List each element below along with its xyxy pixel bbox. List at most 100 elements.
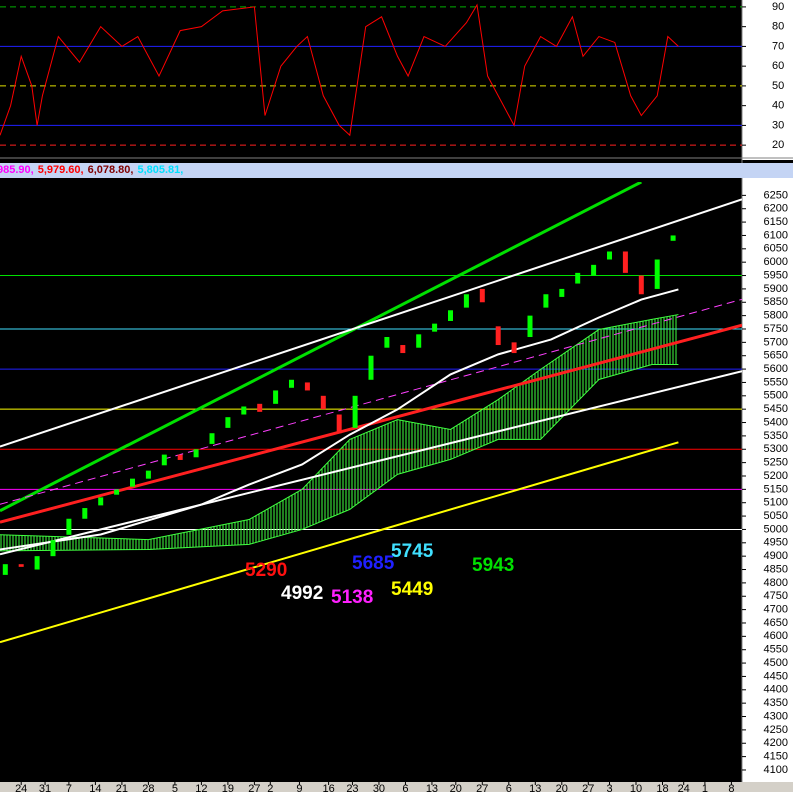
- x-tick-label: 3: [606, 783, 612, 792]
- x-tick-label: 20: [556, 783, 568, 792]
- candle: [66, 518, 72, 535]
- candle: [670, 235, 676, 241]
- y-tick-label: 5450: [764, 403, 788, 415]
- candle: [34, 556, 40, 570]
- y-tick-label: 30: [772, 119, 784, 131]
- candle: [368, 355, 374, 380]
- x-tick-label: 12: [195, 783, 207, 792]
- y-tick-label: 4600: [764, 630, 788, 642]
- candle: [352, 395, 358, 428]
- y-tick-label: 4700: [764, 604, 788, 616]
- candle: [400, 345, 406, 354]
- x-tick-label: 8: [728, 783, 734, 792]
- x-tick-label: 18: [656, 783, 668, 792]
- y-tick-label: 4900: [764, 550, 788, 562]
- y-tick-label: 4400: [764, 684, 788, 696]
- x-tick-label: 1: [702, 783, 708, 792]
- x-tick-label: 24: [15, 783, 27, 792]
- candle: [114, 489, 120, 495]
- candle: [50, 540, 56, 557]
- y-tick-label: 5200: [764, 470, 788, 482]
- y-tick-label: 70: [772, 40, 784, 52]
- trend-line: [0, 441, 679, 644]
- y-tick-label: 5250: [764, 457, 788, 469]
- y-tick-label: 4550: [764, 644, 788, 656]
- y-tick-label: 40: [772, 100, 784, 112]
- x-tick-label: 27: [476, 783, 488, 792]
- y-tick-label: 50: [772, 80, 784, 92]
- x-tick-label: 20: [450, 783, 462, 792]
- x-tick-label: 27: [582, 783, 594, 792]
- x-tick-label: 5: [172, 783, 178, 792]
- cloud-fill: [0, 314, 679, 551]
- candle: [575, 272, 581, 284]
- x-tick-label: 14: [89, 783, 101, 792]
- x-axis-bg: [0, 782, 793, 792]
- candle: [654, 259, 660, 289]
- candle: [304, 382, 310, 391]
- candle: [289, 379, 294, 388]
- y-tick-label: 4950: [764, 537, 788, 549]
- candle: [511, 342, 517, 354]
- price-axis-bg: [742, 178, 793, 782]
- candle: [241, 406, 247, 415]
- y-tick-label: 5000: [764, 523, 788, 535]
- y-tick-label: 5650: [764, 350, 788, 362]
- candle: [384, 337, 390, 348]
- y-tick-label: 4250: [764, 724, 788, 736]
- candle: [257, 403, 263, 412]
- y-tick-label: 4500: [764, 657, 788, 669]
- x-tick-label: 13: [529, 783, 541, 792]
- y-tick-label: 5100: [764, 497, 788, 509]
- candle: [432, 323, 438, 332]
- y-tick-label: 4100: [764, 764, 788, 776]
- candle: [177, 454, 183, 460]
- candle: [416, 334, 422, 348]
- y-tick-label: 4150: [764, 751, 788, 763]
- candle: [18, 564, 24, 567]
- candle: [145, 470, 151, 479]
- header-bar: 985.90, 5,979.60, 6,078.80, 5,805.81,: [0, 163, 793, 178]
- moving-average: [0, 288, 679, 551]
- candle: [209, 433, 215, 444]
- y-tick-label: 6250: [764, 189, 788, 201]
- y-tick-label: 5600: [764, 363, 788, 375]
- y-tick-label: 5750: [764, 323, 788, 335]
- trend-line: [0, 182, 642, 513]
- annotation: 5943: [472, 555, 515, 576]
- candle: [543, 294, 549, 308]
- annotation: 4992: [281, 583, 324, 604]
- candle: [463, 294, 469, 308]
- candle: [82, 508, 88, 519]
- candle: [527, 315, 533, 338]
- candle: [559, 288, 565, 297]
- x-tick-label: 27: [248, 783, 260, 792]
- annotation: 5449: [391, 579, 434, 600]
- candle: [622, 251, 628, 273]
- header-value: 5,979.60,: [37, 164, 84, 176]
- header-value: 5,805.81,: [137, 164, 184, 176]
- candle: [193, 449, 199, 458]
- cloud-span-a: [0, 314, 679, 541]
- header-value: 6,078.80,: [87, 164, 134, 176]
- y-tick-label: 4650: [764, 617, 788, 629]
- candle: [495, 326, 501, 346]
- x-tick-label: 30: [373, 783, 385, 792]
- x-tick-label: 2: [267, 783, 273, 792]
- candle: [225, 417, 231, 428]
- x-tick-label: 10: [630, 783, 642, 792]
- y-tick-label: 4850: [764, 563, 788, 575]
- y-tick-label: 4800: [764, 577, 788, 589]
- candle: [320, 395, 326, 410]
- y-tick-label: 4200: [764, 737, 788, 749]
- rsi-panel: [0, 3, 742, 146]
- x-tick-label: 16: [322, 783, 334, 792]
- y-tick-label: 6100: [764, 229, 788, 241]
- y-tick-label: 5800: [764, 310, 788, 322]
- y-tick-label: 60: [772, 60, 784, 72]
- rsi-axis-bg: [742, 0, 793, 160]
- candle: [98, 497, 104, 506]
- x-tick-label: 19: [222, 783, 234, 792]
